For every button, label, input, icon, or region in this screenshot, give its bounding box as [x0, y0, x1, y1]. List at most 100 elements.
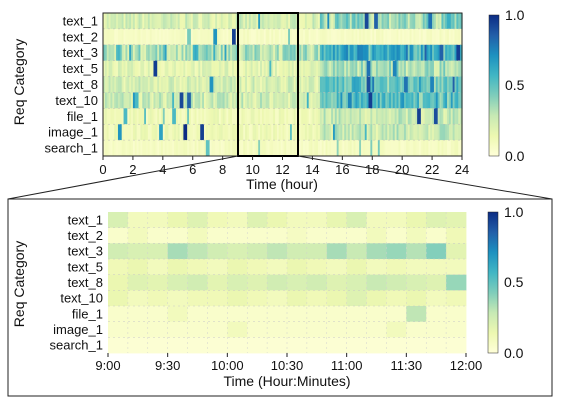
- heatmap-cell: [250, 13, 254, 30]
- heatmap-cell: [260, 44, 263, 62]
- heatmap-cell: [119, 124, 123, 141]
- heatmap-cell: [428, 13, 431, 30]
- heatmap-cell: [121, 108, 125, 125]
- x-tick-label: 10: [245, 162, 259, 177]
- heatmap-cell: [246, 28, 250, 46]
- heatmap-cell: [275, 44, 278, 62]
- heatmap-cell: [392, 44, 396, 62]
- heatmap-cell: [235, 92, 239, 109]
- heatmap-cell: [362, 13, 366, 30]
- heatmap-cell: [351, 92, 355, 109]
- heatmap-cell: [325, 140, 328, 157]
- heatmap-cell: [327, 108, 330, 125]
- heatmap-cell: [187, 108, 190, 125]
- heatmap-cell: [308, 92, 312, 109]
- heatmap-cell: [179, 124, 183, 141]
- heatmap-cell: [332, 28, 336, 46]
- heatmap-cell: [334, 92, 338, 109]
- heatmap-cell: [149, 108, 153, 125]
- heatmap-cell: [267, 60, 271, 77]
- heatmap-cell: [424, 28, 428, 46]
- heatmap-cell: [361, 76, 364, 93]
- heatmap-cell: [160, 124, 164, 141]
- heatmap-cell: [447, 13, 450, 30]
- heatmap-cell: [316, 76, 319, 93]
- heatmap-cell: [160, 13, 164, 30]
- heatmap-cell: [332, 124, 336, 141]
- heatmap-cell: [312, 28, 315, 46]
- heatmap-cell: [127, 108, 130, 125]
- heatmap-cell: [370, 92, 373, 109]
- heatmap-cell: [392, 124, 396, 141]
- heatmap-cell: [396, 60, 400, 77]
- heatmap-cell: [185, 108, 188, 125]
- heatmap-cell: [415, 124, 418, 141]
- heatmap-cell: [443, 108, 446, 125]
- heatmap-cell: [198, 76, 201, 93]
- heatmap-cell: [334, 76, 338, 93]
- heatmap-cell: [353, 76, 357, 93]
- heatmap-cell: [303, 44, 306, 62]
- heatmap-cell: [110, 92, 113, 109]
- heatmap-cell: [316, 28, 319, 46]
- heatmap-cell: [443, 92, 446, 109]
- heatmap-cell: [452, 124, 456, 141]
- heatmap-cell: [375, 108, 379, 125]
- heatmap-cell: [185, 92, 188, 109]
- heatmap-cell: [155, 13, 158, 30]
- heatmap-cell: [211, 92, 214, 109]
- heatmap-cell: [398, 28, 401, 46]
- heatmap-cell: [418, 124, 422, 141]
- heatmap-cell: [424, 13, 428, 30]
- heatmap-cell: [426, 108, 429, 125]
- heatmap-cell: [372, 92, 375, 109]
- heatmap-cell: [437, 76, 441, 93]
- heatmap-cell: [166, 92, 170, 109]
- heatmap-cell: [418, 108, 422, 125]
- heatmap-cell: [319, 60, 323, 77]
- heatmap-cell: [228, 76, 231, 93]
- heatmap-cell: [284, 13, 287, 30]
- heatmap-cell: [368, 140, 371, 157]
- heatmap-cell: [278, 108, 282, 125]
- heatmap-cell: [383, 76, 386, 93]
- heatmap-cell: [428, 60, 431, 77]
- heatmap-cell: [146, 92, 149, 109]
- heatmap-cell: [232, 60, 235, 77]
- heatmap-cell: [202, 140, 205, 157]
- heatmap-cell: [167, 337, 188, 354]
- heatmap-cell: [232, 92, 235, 109]
- heatmap-cell: [439, 140, 443, 157]
- heatmap-cell: [248, 60, 252, 77]
- heatmap-cell: [446, 290, 467, 307]
- heatmap-cell: [357, 124, 360, 141]
- heatmap-cell: [134, 92, 138, 109]
- heatmap-cell: [224, 76, 228, 93]
- heatmap-cell: [142, 76, 145, 93]
- heatmap-cell: [454, 13, 457, 30]
- heatmap-cell: [170, 76, 173, 93]
- heatmap-cell: [181, 13, 184, 30]
- heatmap-cell: [301, 140, 304, 157]
- heatmap-cell: [321, 124, 325, 141]
- heatmap-cell: [342, 44, 345, 62]
- heatmap-cell: [222, 108, 226, 125]
- heatmap-cell: [127, 44, 130, 62]
- heatmap-cell: [291, 76, 295, 93]
- heatmap-cell: [106, 13, 110, 30]
- heatmap-cell: [441, 13, 444, 30]
- heatmap-cell: [420, 13, 424, 30]
- heatmap-cell: [331, 60, 334, 77]
- heatmap-cell: [441, 60, 444, 77]
- heatmap-cell: [179, 13, 183, 30]
- heatmap-cell: [138, 13, 141, 30]
- heatmap-cell: [331, 44, 334, 62]
- heatmap-cell: [361, 124, 364, 141]
- heatmap-cell: [387, 60, 390, 77]
- heatmap-cell: [258, 108, 261, 125]
- heatmap-cell: [405, 140, 409, 157]
- heatmap-cell: [230, 13, 233, 30]
- heatmap-cell: [140, 13, 143, 30]
- heatmap-cell: [372, 140, 375, 157]
- heatmap-cell: [389, 13, 392, 30]
